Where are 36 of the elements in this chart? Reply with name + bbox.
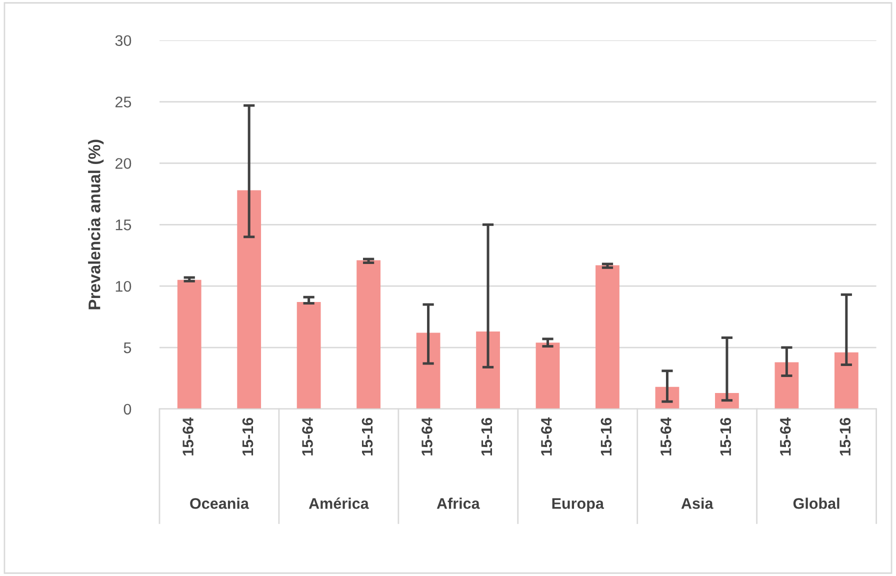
y-tick-label: 5 — [124, 342, 132, 354]
y-axis-title: Prevalencia anual (%) — [88, 140, 104, 310]
x-tick-label: 15-16 — [362, 418, 373, 456]
x-tick-label: 15-64 — [422, 417, 432, 456]
x-tick-label: 15-16 — [600, 418, 612, 456]
y-tick-label: 30 — [115, 35, 132, 46]
text: Africa — [436, 498, 480, 509]
text: América — [308, 498, 369, 509]
x-tick-label: 15-16 — [242, 418, 254, 456]
y-tick-label: 15 — [116, 220, 132, 230]
x-tick-label: 15-64 — [302, 417, 313, 456]
bar — [774, 362, 799, 409]
x-tick-label: 15-16 — [720, 418, 732, 456]
x-tick-label: 15-64 — [660, 417, 672, 456]
text: Europa — [552, 498, 604, 512]
x-tick-label: 15-64 — [541, 417, 552, 456]
y-tick-label: 20 — [115, 158, 132, 169]
x-tick-label: 15-16 — [840, 418, 851, 456]
text: Global — [793, 498, 840, 509]
x-tick-label: 15-64 — [182, 417, 194, 456]
bar — [296, 302, 321, 409]
text: Oceania — [190, 498, 250, 509]
bar — [416, 332, 440, 409]
bar — [834, 352, 858, 409]
y-tick-label: 0 — [124, 404, 132, 415]
bar — [356, 260, 380, 409]
y-tick-label: 10 — [116, 280, 132, 292]
bar — [536, 342, 560, 409]
text: Asia — [681, 498, 714, 509]
bar — [596, 265, 620, 409]
x-tick-label: 15-64 — [780, 417, 791, 456]
bar — [177, 280, 202, 409]
y-tick-label: 25 — [115, 96, 132, 108]
bar — [476, 332, 500, 409]
bar — [237, 190, 262, 409]
x-tick-label: 15-16 — [481, 418, 492, 456]
